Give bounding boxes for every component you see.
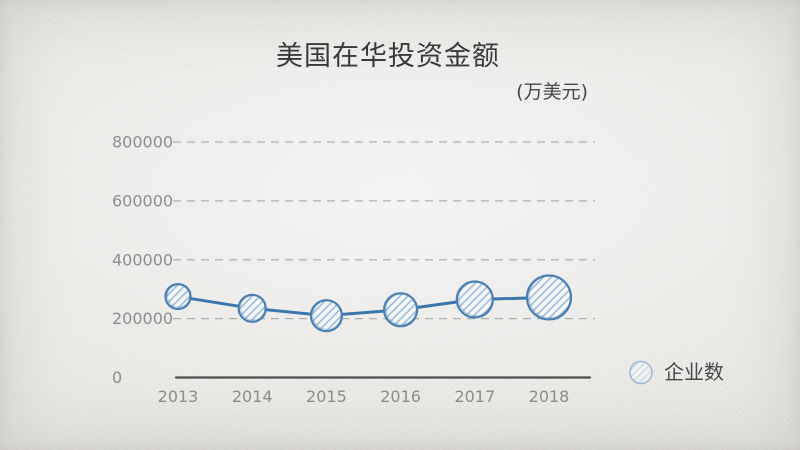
bubble-marker xyxy=(164,282,192,311)
bubble-outline xyxy=(383,292,419,328)
y-tick-label: 0 xyxy=(112,368,122,387)
y-tick-label: 200000 xyxy=(112,309,173,328)
bubble-marker xyxy=(309,299,343,333)
x-tick-label: 2017 xyxy=(454,387,495,406)
unit-label: (万美元) xyxy=(516,81,588,103)
bubble-sketch-stroke xyxy=(312,300,342,330)
x-tick-label: 2015 xyxy=(306,387,347,406)
bubble-outline xyxy=(309,299,343,333)
x-tick-label: 2016 xyxy=(380,387,421,406)
y-tick-label: 800000 xyxy=(112,133,173,152)
bubble-outline xyxy=(525,274,573,321)
bubble-marker xyxy=(383,292,419,328)
bubble-hatch xyxy=(527,275,571,320)
bubble-sketch-stroke xyxy=(528,275,571,319)
bubble-outline xyxy=(455,280,494,319)
bubble-marker xyxy=(455,280,494,319)
bubble-marker xyxy=(525,274,573,321)
legend-swatch xyxy=(629,360,653,385)
y-tick-label: 400000 xyxy=(112,250,173,269)
bubble-sketch-stroke xyxy=(458,281,493,317)
legend: 企业数 xyxy=(629,360,724,385)
bubble-hatch xyxy=(456,281,493,318)
bubble-hatch xyxy=(384,293,418,327)
x-tick-label: 2014 xyxy=(232,387,273,406)
bubble-sketch-stroke xyxy=(166,284,191,308)
bubble-hatch xyxy=(310,300,342,332)
bubble-hatch xyxy=(238,294,266,322)
bubble-marker xyxy=(237,293,267,323)
x-tick-label: 2018 xyxy=(529,387,570,406)
chart-title: 美国在华投资金额 xyxy=(276,41,500,72)
bubble-outline xyxy=(164,282,192,311)
y-tick-label: 600000 xyxy=(112,191,173,210)
bubble-hatch xyxy=(165,284,191,310)
bubble-sketch-stroke xyxy=(240,295,266,321)
bubble-outline xyxy=(237,293,267,323)
legend-label: 企业数 xyxy=(664,360,724,384)
x-tick-label: 2013 xyxy=(158,387,199,406)
bubble-sketch-stroke xyxy=(385,293,417,325)
